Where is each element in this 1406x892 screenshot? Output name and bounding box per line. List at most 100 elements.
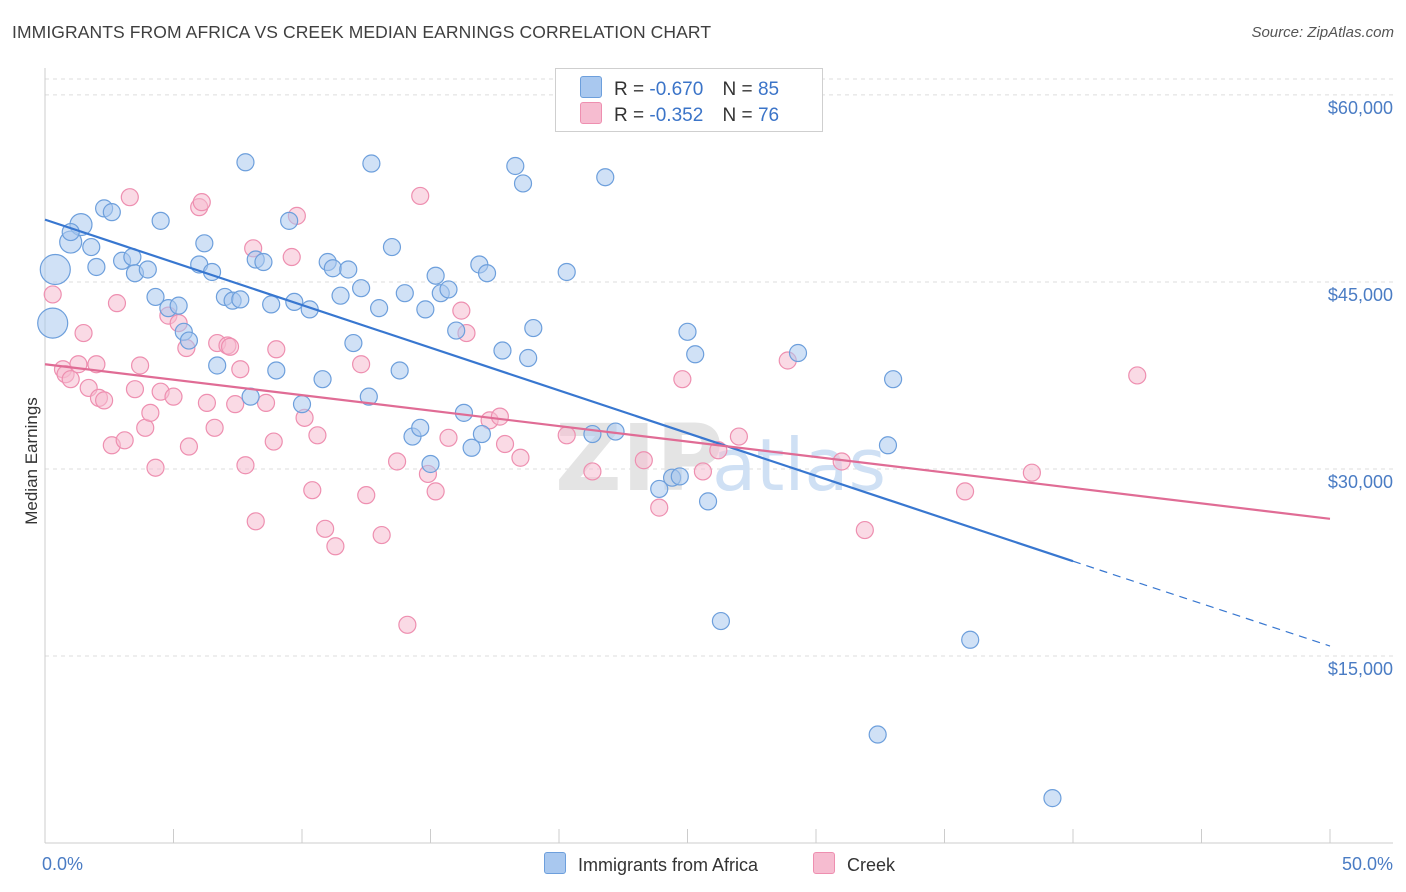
trend-lines <box>44 218 1331 647</box>
africa-point <box>678 322 697 341</box>
creek-point <box>226 395 245 414</box>
creek-point <box>107 294 127 313</box>
creek-point <box>729 427 749 446</box>
creek-point <box>452 301 471 320</box>
africa-point <box>961 630 980 649</box>
creek-point <box>74 323 93 343</box>
africa-point <box>395 284 414 303</box>
creek-point <box>411 186 430 206</box>
correlation-legend: R = -0.670 N = 85 R = -0.352 N = 76 <box>555 68 823 132</box>
creek-point <box>164 387 183 406</box>
africa-point <box>390 361 409 380</box>
africa-point <box>1043 789 1062 808</box>
legend-row-africa: R = -0.670 N = 85 <box>580 76 779 100</box>
x-tick-label-max: 50.0% <box>1342 854 1393 874</box>
creek-point <box>357 486 376 505</box>
creek-point <box>308 426 327 445</box>
africa-point <box>231 290 250 309</box>
creek-point <box>141 403 160 422</box>
creek-point <box>264 432 283 451</box>
y-tick-label: $30,000 <box>1328 472 1393 492</box>
creek-point <box>855 520 874 540</box>
creek-point <box>326 537 345 556</box>
africa-trend-extension <box>1072 560 1331 647</box>
africa-point <box>878 436 898 455</box>
africa-point <box>179 331 199 350</box>
series-creek-points <box>43 186 1147 634</box>
africa-point <box>583 424 602 444</box>
africa-point <box>519 348 538 368</box>
legend-n-value: 76 <box>757 105 780 126</box>
africa-point <box>370 299 389 318</box>
creek-point <box>303 481 322 500</box>
creek-point <box>426 482 445 501</box>
creek-point <box>220 337 240 356</box>
creek-trend-line <box>44 363 1331 520</box>
africa-point <box>262 295 281 314</box>
y-tick-label: $60,000 <box>1328 98 1393 118</box>
africa-point <box>711 611 731 631</box>
africa-point <box>686 345 705 364</box>
africa-point <box>411 418 430 437</box>
creek-point <box>146 458 165 477</box>
x-tick-label-min: 0.0% <box>42 854 83 874</box>
africa-point <box>362 154 381 173</box>
tick-labels: $15,000 $30,000 $45,000 $60,000 0.0% 50.0% <box>42 98 1393 874</box>
creek-point <box>495 434 515 454</box>
creek-point <box>87 355 106 374</box>
creek-point <box>120 188 139 207</box>
legend-swatch-creek <box>580 102 602 124</box>
africa-point <box>352 279 371 298</box>
creek-point <box>231 360 250 379</box>
africa-point <box>493 341 512 360</box>
creek-point <box>130 356 150 375</box>
africa-point <box>596 168 615 187</box>
bottom-legend-africa: Immigrants from Africa <box>544 852 758 876</box>
africa-point <box>513 174 533 193</box>
africa-point <box>447 321 466 340</box>
creek-point <box>490 407 509 426</box>
africa-point <box>788 343 808 363</box>
creek-point <box>372 525 391 545</box>
creek-point <box>352 355 371 374</box>
y-axis-label: Median Earnings <box>22 397 41 525</box>
creek-point <box>955 482 975 501</box>
bottom-legend-label-creek: Creek <box>847 855 896 875</box>
creek-point <box>1128 366 1147 385</box>
africa-point <box>382 237 402 257</box>
africa-point <box>506 156 525 176</box>
africa-point <box>698 492 718 511</box>
africa-point <box>868 725 887 744</box>
africa-point <box>313 370 332 389</box>
creek-point <box>246 512 265 531</box>
africa-point <box>292 395 312 414</box>
legend-r-value: -0.352 <box>649 105 704 126</box>
africa-point <box>883 370 903 389</box>
creek-point <box>583 462 602 481</box>
africa-point <box>426 266 445 285</box>
series-africa-points <box>37 153 1062 808</box>
creek-point <box>673 370 692 389</box>
africa-point <box>236 153 255 172</box>
africa-point <box>138 260 157 279</box>
africa-point <box>208 356 227 375</box>
africa-point <box>267 361 286 380</box>
axes <box>44 68 1393 844</box>
creek-point <box>650 498 669 517</box>
legend-swatch-africa <box>580 76 602 98</box>
y-tick-label: $45,000 <box>1328 285 1393 305</box>
creek-point <box>1022 463 1041 482</box>
africa-point <box>462 438 481 457</box>
creek-point <box>387 452 407 471</box>
bottom-legend-swatch-africa <box>544 852 566 874</box>
africa-point <box>254 252 273 272</box>
africa-point <box>39 253 71 286</box>
creek-point <box>192 193 211 212</box>
legend-r-value: -0.670 <box>649 79 704 100</box>
creek-point <box>439 428 458 447</box>
africa-point <box>102 203 121 222</box>
y-tick-label: $15,000 <box>1328 659 1393 679</box>
africa-point <box>339 260 358 279</box>
africa-point <box>323 259 342 278</box>
